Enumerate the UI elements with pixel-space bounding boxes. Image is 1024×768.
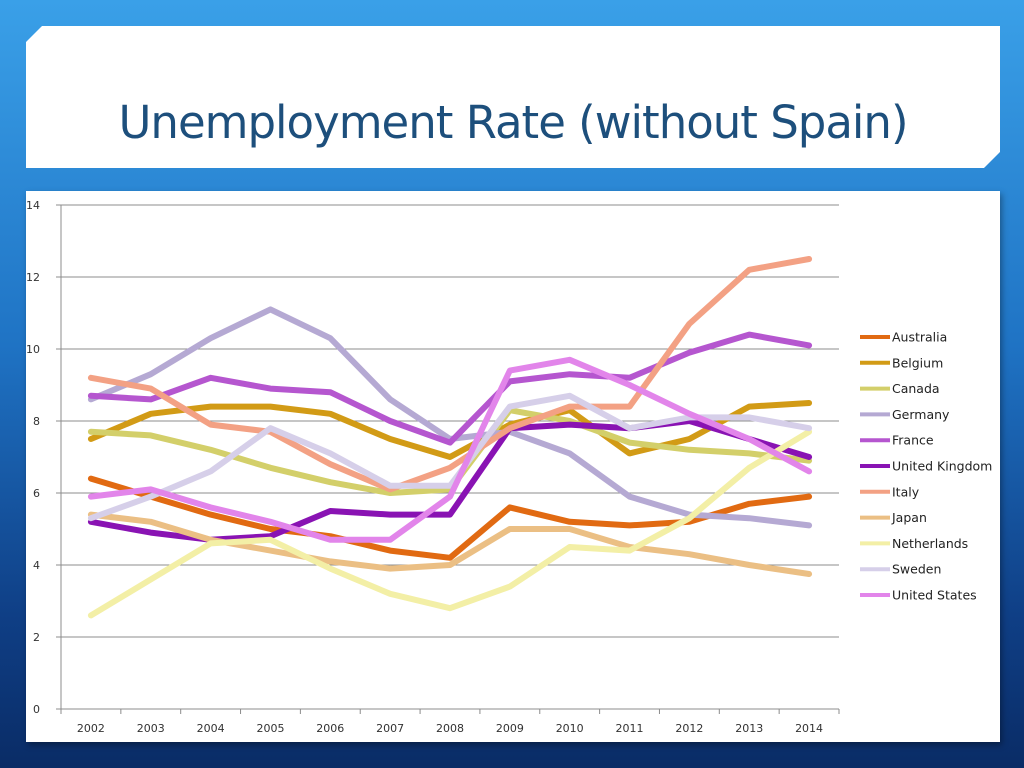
- series-line-united-states: [87, 356, 813, 543]
- x-tick-label: 2005: [256, 722, 284, 735]
- x-tick-label: 2009: [496, 722, 524, 735]
- legend-label: Germany: [892, 407, 950, 422]
- series-line-belgium: [87, 400, 813, 460]
- chart-legend: Australia Belgium Canada Germany France Unite…: [860, 330, 992, 603]
- series-line-sweden: [87, 392, 813, 522]
- x-axis: 2002 2003 2004 2005 2006 2007 2008 2009 2010 2011…: [60, 708, 840, 735]
- y-tick-label: 6: [33, 487, 40, 500]
- x-tick-label: 2010: [556, 722, 584, 735]
- x-tick-label: 2014: [795, 722, 823, 735]
- x-tick-label: 2004: [197, 722, 225, 735]
- legend-label: Sweden: [892, 562, 941, 577]
- x-tick-label: 2006: [316, 722, 344, 735]
- slide-title: Unemployment Rate (without Spain): [118, 96, 908, 149]
- legend-item: Japan: [860, 510, 927, 525]
- legend-item: Sweden: [860, 562, 941, 577]
- series-line-netherlands: [87, 428, 813, 619]
- legend-label: Australia: [892, 330, 947, 345]
- series-line-italy: [87, 256, 813, 493]
- x-tick-label: 2002: [77, 722, 105, 735]
- y-tick-label: 8: [33, 415, 40, 428]
- line-chart: 0 2 4 6 8 10 12 14 2002 2003 2004 2005 2006 2007 2008…: [26, 199, 992, 735]
- title-card: Unemployment Rate (without Spain): [26, 26, 1000, 168]
- x-tick-label: 2011: [616, 722, 644, 735]
- x-tick-label: 2012: [675, 722, 703, 735]
- y-tick-label: 0: [33, 703, 40, 716]
- y-tick-label: 4: [33, 559, 40, 572]
- y-tick-label: 10: [26, 343, 40, 356]
- x-tick-label: 2008: [436, 722, 464, 735]
- x-tick-label: 2013: [735, 722, 763, 735]
- legend-label: Netherlands: [892, 536, 968, 551]
- legend-item: Australia: [860, 330, 947, 345]
- legend-item: Netherlands: [860, 536, 968, 551]
- legend-item: United Kingdom: [860, 459, 992, 474]
- series-line-france: [87, 331, 813, 446]
- legend-item: United States: [860, 588, 977, 603]
- series-line-canada: [87, 407, 813, 496]
- legend-label: Canada: [892, 381, 940, 396]
- series-line-australia: [87, 475, 813, 561]
- legend-label: Italy: [892, 484, 920, 499]
- legend-label: Japan: [891, 510, 927, 525]
- legend-item: Belgium: [860, 355, 943, 370]
- y-tick-label: 12: [26, 271, 40, 284]
- legend-label: France: [892, 433, 934, 448]
- series-line-japan: [87, 511, 813, 577]
- x-tick-label: 2003: [137, 722, 165, 735]
- y-axis: 0 2 4 6 8 10 12 14: [26, 199, 62, 716]
- legend-label: United States: [892, 588, 977, 603]
- chart-card: 0 2 4 6 8 10 12 14 2002 2003 2004 2005 2006 2007 2008…: [26, 191, 1000, 742]
- legend-item: Canada: [860, 381, 940, 396]
- legend-item: France: [860, 433, 934, 448]
- legend-item: Germany: [860, 407, 950, 422]
- legend-label: United Kingdom: [892, 459, 992, 474]
- legend-label: Belgium: [892, 355, 943, 370]
- x-tick-label: 2007: [376, 722, 404, 735]
- y-tick-label: 14: [26, 199, 40, 212]
- y-tick-label: 2: [33, 631, 40, 644]
- chart-series: [87, 256, 813, 619]
- legend-item: Italy: [860, 484, 920, 499]
